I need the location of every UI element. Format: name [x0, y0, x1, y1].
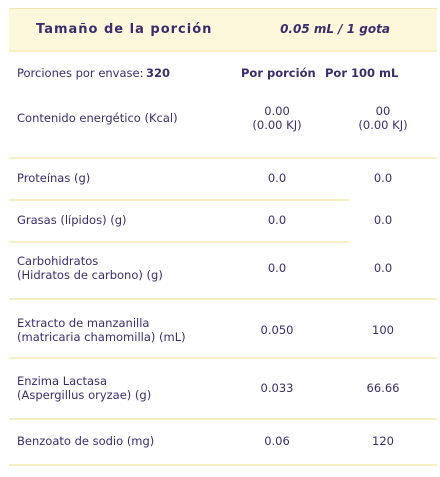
rule [9, 157, 437, 159]
per-portion-value: 0.033 [260, 381, 294, 395]
column-header: Por porción [241, 66, 316, 80]
row-label: Proteínas (g) [17, 171, 91, 185]
row-label: Enzima Lactasa [17, 374, 108, 388]
per-100-value: (0.00 KJ) [358, 118, 408, 132]
header-title: Tamaño de la porción [36, 22, 213, 37]
per-portion-value: 0.0 [267, 213, 287, 227]
per-portion-value: 0.0 [267, 261, 287, 275]
per-100-value: 100 [372, 323, 394, 337]
per-portion-value: 0.06 [264, 434, 290, 448]
servings-label: Porciones por envase: [17, 66, 144, 80]
rule [9, 50, 437, 52]
rule [9, 464, 437, 466]
row-label: Contenido energético (Kcal) [17, 111, 178, 125]
column-header: Por 100 mL [325, 66, 399, 80]
row-label: Benzoato de sodio (mg) [17, 434, 155, 448]
rule [9, 199, 349, 201]
row-label: (matricaria chamomilla) (mL) [17, 330, 186, 344]
row-label: Grasas (lípidos) (g) [17, 213, 127, 227]
servings-value: 320 [146, 66, 171, 80]
per-portion-value: 0.050 [260, 323, 294, 337]
per-100-value: 0.0 [373, 171, 393, 185]
row-label: (Hidratos de carbono) (g) [17, 268, 163, 282]
per-100-value: 66.66 [366, 381, 400, 395]
per-portion-value: (0.00 KJ) [252, 118, 302, 132]
per-100-value: 00 [375, 104, 391, 118]
serving-size: 0.05 mL / 1 gota [280, 22, 390, 36]
rule [9, 241, 349, 243]
rule [9, 418, 437, 420]
row-label: Extracto de manzanilla [17, 316, 150, 330]
rule [9, 357, 437, 359]
per-portion-value: 0.0 [267, 171, 287, 185]
per-100-value: 120 [372, 434, 394, 448]
rule [9, 298, 437, 300]
row-label: Carbohidratos [17, 254, 99, 268]
per-portion-value: 0.00 [264, 104, 290, 118]
per-100-value: 0.0 [373, 261, 393, 275]
row-label: (Aspergillus oryzae) (g) [17, 388, 152, 402]
per-100-value: 0.0 [373, 213, 393, 227]
header-band [9, 8, 437, 51]
